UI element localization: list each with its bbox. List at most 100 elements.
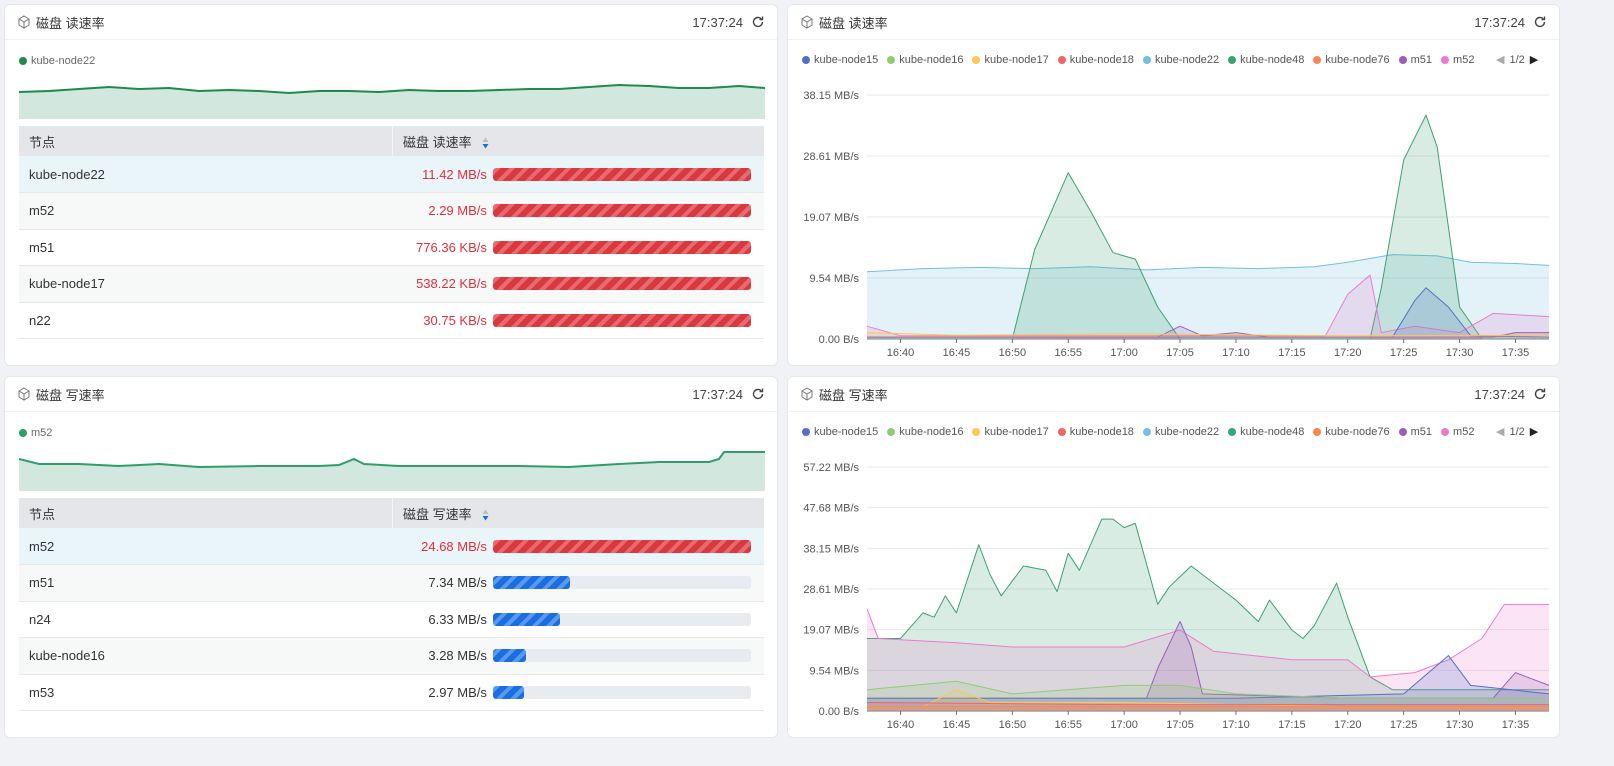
sort-icon[interactable] — [482, 137, 489, 149]
table-row[interactable]: n24 6.33 MB/s — [19, 601, 764, 638]
legend-item[interactable]: kube-node48 — [1228, 426, 1304, 438]
legend-item[interactable]: kube-node22 — [1142, 425, 1220, 438]
table-row[interactable]: m53 2.97 MB/s — [19, 674, 764, 711]
rate-bar — [492, 612, 751, 626]
next-page-icon[interactable]: ▶ — [1529, 54, 1539, 66]
x-tick-label: 17:15 — [1278, 347, 1306, 359]
x-tick-label: 17:25 — [1390, 347, 1418, 359]
series-line-kube-node15 — [867, 655, 1550, 699]
node-name: kube-node17 — [19, 265, 393, 303]
panel-title: 磁盘 写速率 — [36, 387, 105, 403]
prev-page-icon[interactable]: ◀ — [1496, 54, 1505, 66]
legend-label: kube-node22 — [1154, 425, 1220, 438]
cube-icon — [18, 387, 30, 401]
refresh-icon[interactable] — [751, 387, 765, 401]
series-line-kube-node17 — [866, 332, 1550, 337]
legend-item[interactable]: kube-node22 — [1142, 54, 1219, 66]
x-tick-label: 16:40 — [887, 347, 915, 359]
legend-dot — [972, 427, 981, 436]
y-tick-label: 9.54 MB/s — [809, 273, 859, 285]
legend-item[interactable]: kube-node17 — [972, 426, 1049, 438]
x-tick-label: 17:25 — [1390, 719, 1418, 731]
rate-bar — [492, 240, 751, 254]
legend-item[interactable]: m51 — [1398, 53, 1433, 66]
rate-bar-cell — [492, 302, 764, 339]
panel-header: 磁盘 读速率 17:37:24 — [5, 5, 777, 40]
x-tick-label: 17:35 — [1502, 719, 1530, 731]
prev-page-icon[interactable]: ◀ — [1496, 426, 1505, 438]
sparkline-line — [19, 83, 765, 95]
read-rate-chart-panel: 磁盘 读速率 17:37:24 kube-node15 kube-node16 ku… — [787, 4, 1560, 366]
refresh-icon[interactable] — [1533, 15, 1547, 29]
legend-dot — [1398, 55, 1407, 64]
legend-item[interactable]: kube-node18 — [1057, 426, 1134, 438]
series-line-m51 — [867, 325, 1549, 338]
legend-label: kube-node17 — [984, 53, 1049, 66]
x-tick-label: 17:20 — [1334, 347, 1362, 359]
legend-dot — [1228, 427, 1237, 436]
legend-item[interactable]: kube-node17 — [972, 53, 1049, 66]
legend-item[interactable]: kube-node16 — [887, 426, 963, 438]
column-header-write-rate[interactable]: 磁盘 写速率 — [392, 498, 764, 528]
legend-item[interactable]: m52 — [1441, 54, 1474, 66]
series-line-kube-node48 — [867, 518, 1549, 691]
rate-bar-fill — [492, 576, 571, 590]
table-row[interactable]: kube-node22 11.42 MB/s — [19, 156, 764, 193]
rate-value: 30.75 KB/s — [392, 302, 493, 339]
legend-dot — [887, 427, 896, 436]
table-row[interactable]: m52 24.68 MB/s — [19, 528, 764, 565]
page-indicator: 1/2 — [1509, 425, 1525, 438]
table-row[interactable]: kube-node17 538.22 KB/s — [19, 265, 764, 303]
y-tick-label: 0.00 B/s — [819, 706, 860, 718]
refresh-icon[interactable] — [1533, 387, 1547, 401]
legend-item[interactable]: m52 — [1441, 426, 1474, 438]
legend-item[interactable]: m51 — [1398, 426, 1432, 438]
legend-item[interactable]: kube-node15 — [802, 426, 878, 438]
series-line-m51 — [867, 621, 1550, 699]
rate-bar-cell — [492, 601, 764, 638]
table-row[interactable]: m51 776.36 KB/s — [19, 229, 764, 266]
series-line-m52 — [866, 603, 1549, 678]
legend-label: m51 — [1410, 53, 1433, 66]
legend-item[interactable]: kube-node76 — [1313, 54, 1390, 66]
column-header-read-rate[interactable]: 磁盘 读速率 — [392, 126, 764, 156]
column-header-label: 磁盘 写速率 — [403, 506, 472, 522]
table-row[interactable]: m51 7.34 MB/s — [19, 564, 764, 602]
legend-label: kube-node48 — [1240, 425, 1305, 438]
x-tick-label: 17:15 — [1278, 719, 1306, 731]
series-area-m52 — [867, 275, 1549, 339]
rate-bar-cell — [492, 192, 764, 230]
sparkline-legend[interactable]: kube-node22 — [19, 55, 95, 67]
write-rate-chart-panel: 磁盘 写速率 17:37:24 kube-node15 kube-node16 ku… — [787, 376, 1560, 738]
legend-item[interactable]: kube-node16 — [887, 54, 963, 66]
node-name: kube-node16 — [19, 637, 393, 675]
legend-label: kube-node16 — [899, 53, 964, 66]
rate-bar — [492, 204, 751, 218]
rate-bar — [492, 685, 751, 699]
rate-bar-fill — [492, 167, 751, 181]
legend-item[interactable]: kube-node18 — [1057, 54, 1134, 66]
x-tick-label: 17:05 — [1166, 347, 1194, 359]
legend-dot — [972, 55, 981, 64]
table-row[interactable]: n22 30.75 KB/s — [19, 302, 764, 339]
legend-pager: ◀ 1/2 ▶ — [1496, 53, 1539, 67]
table-row[interactable]: m52 2.29 MB/s — [19, 192, 764, 230]
page-indicator: 1/2 — [1509, 53, 1525, 66]
y-tick-label: 38.15 MB/s — [803, 543, 859, 555]
column-header-node: 节点 — [19, 498, 393, 528]
legend-dot — [1057, 427, 1066, 436]
table-row[interactable]: kube-node16 3.28 MB/s — [19, 637, 764, 675]
legend-item[interactable]: kube-node76 — [1313, 426, 1390, 438]
legend-item[interactable]: kube-node48 — [1228, 54, 1304, 66]
legend-dot — [19, 57, 27, 65]
legend-item[interactable]: kube-node15 — [802, 54, 878, 66]
sparkline-area — [19, 85, 765, 119]
sparkline-legend[interactable]: m52 — [19, 427, 52, 439]
rate-value: 2.29 MB/s — [392, 192, 493, 230]
legend-dot — [802, 55, 810, 64]
next-page-icon[interactable]: ▶ — [1529, 426, 1539, 438]
refresh-icon[interactable] — [751, 15, 765, 29]
update-time: 17:37:24 — [1474, 386, 1525, 402]
sort-icon[interactable] — [482, 509, 489, 521]
rate-bar-cell — [492, 156, 764, 193]
